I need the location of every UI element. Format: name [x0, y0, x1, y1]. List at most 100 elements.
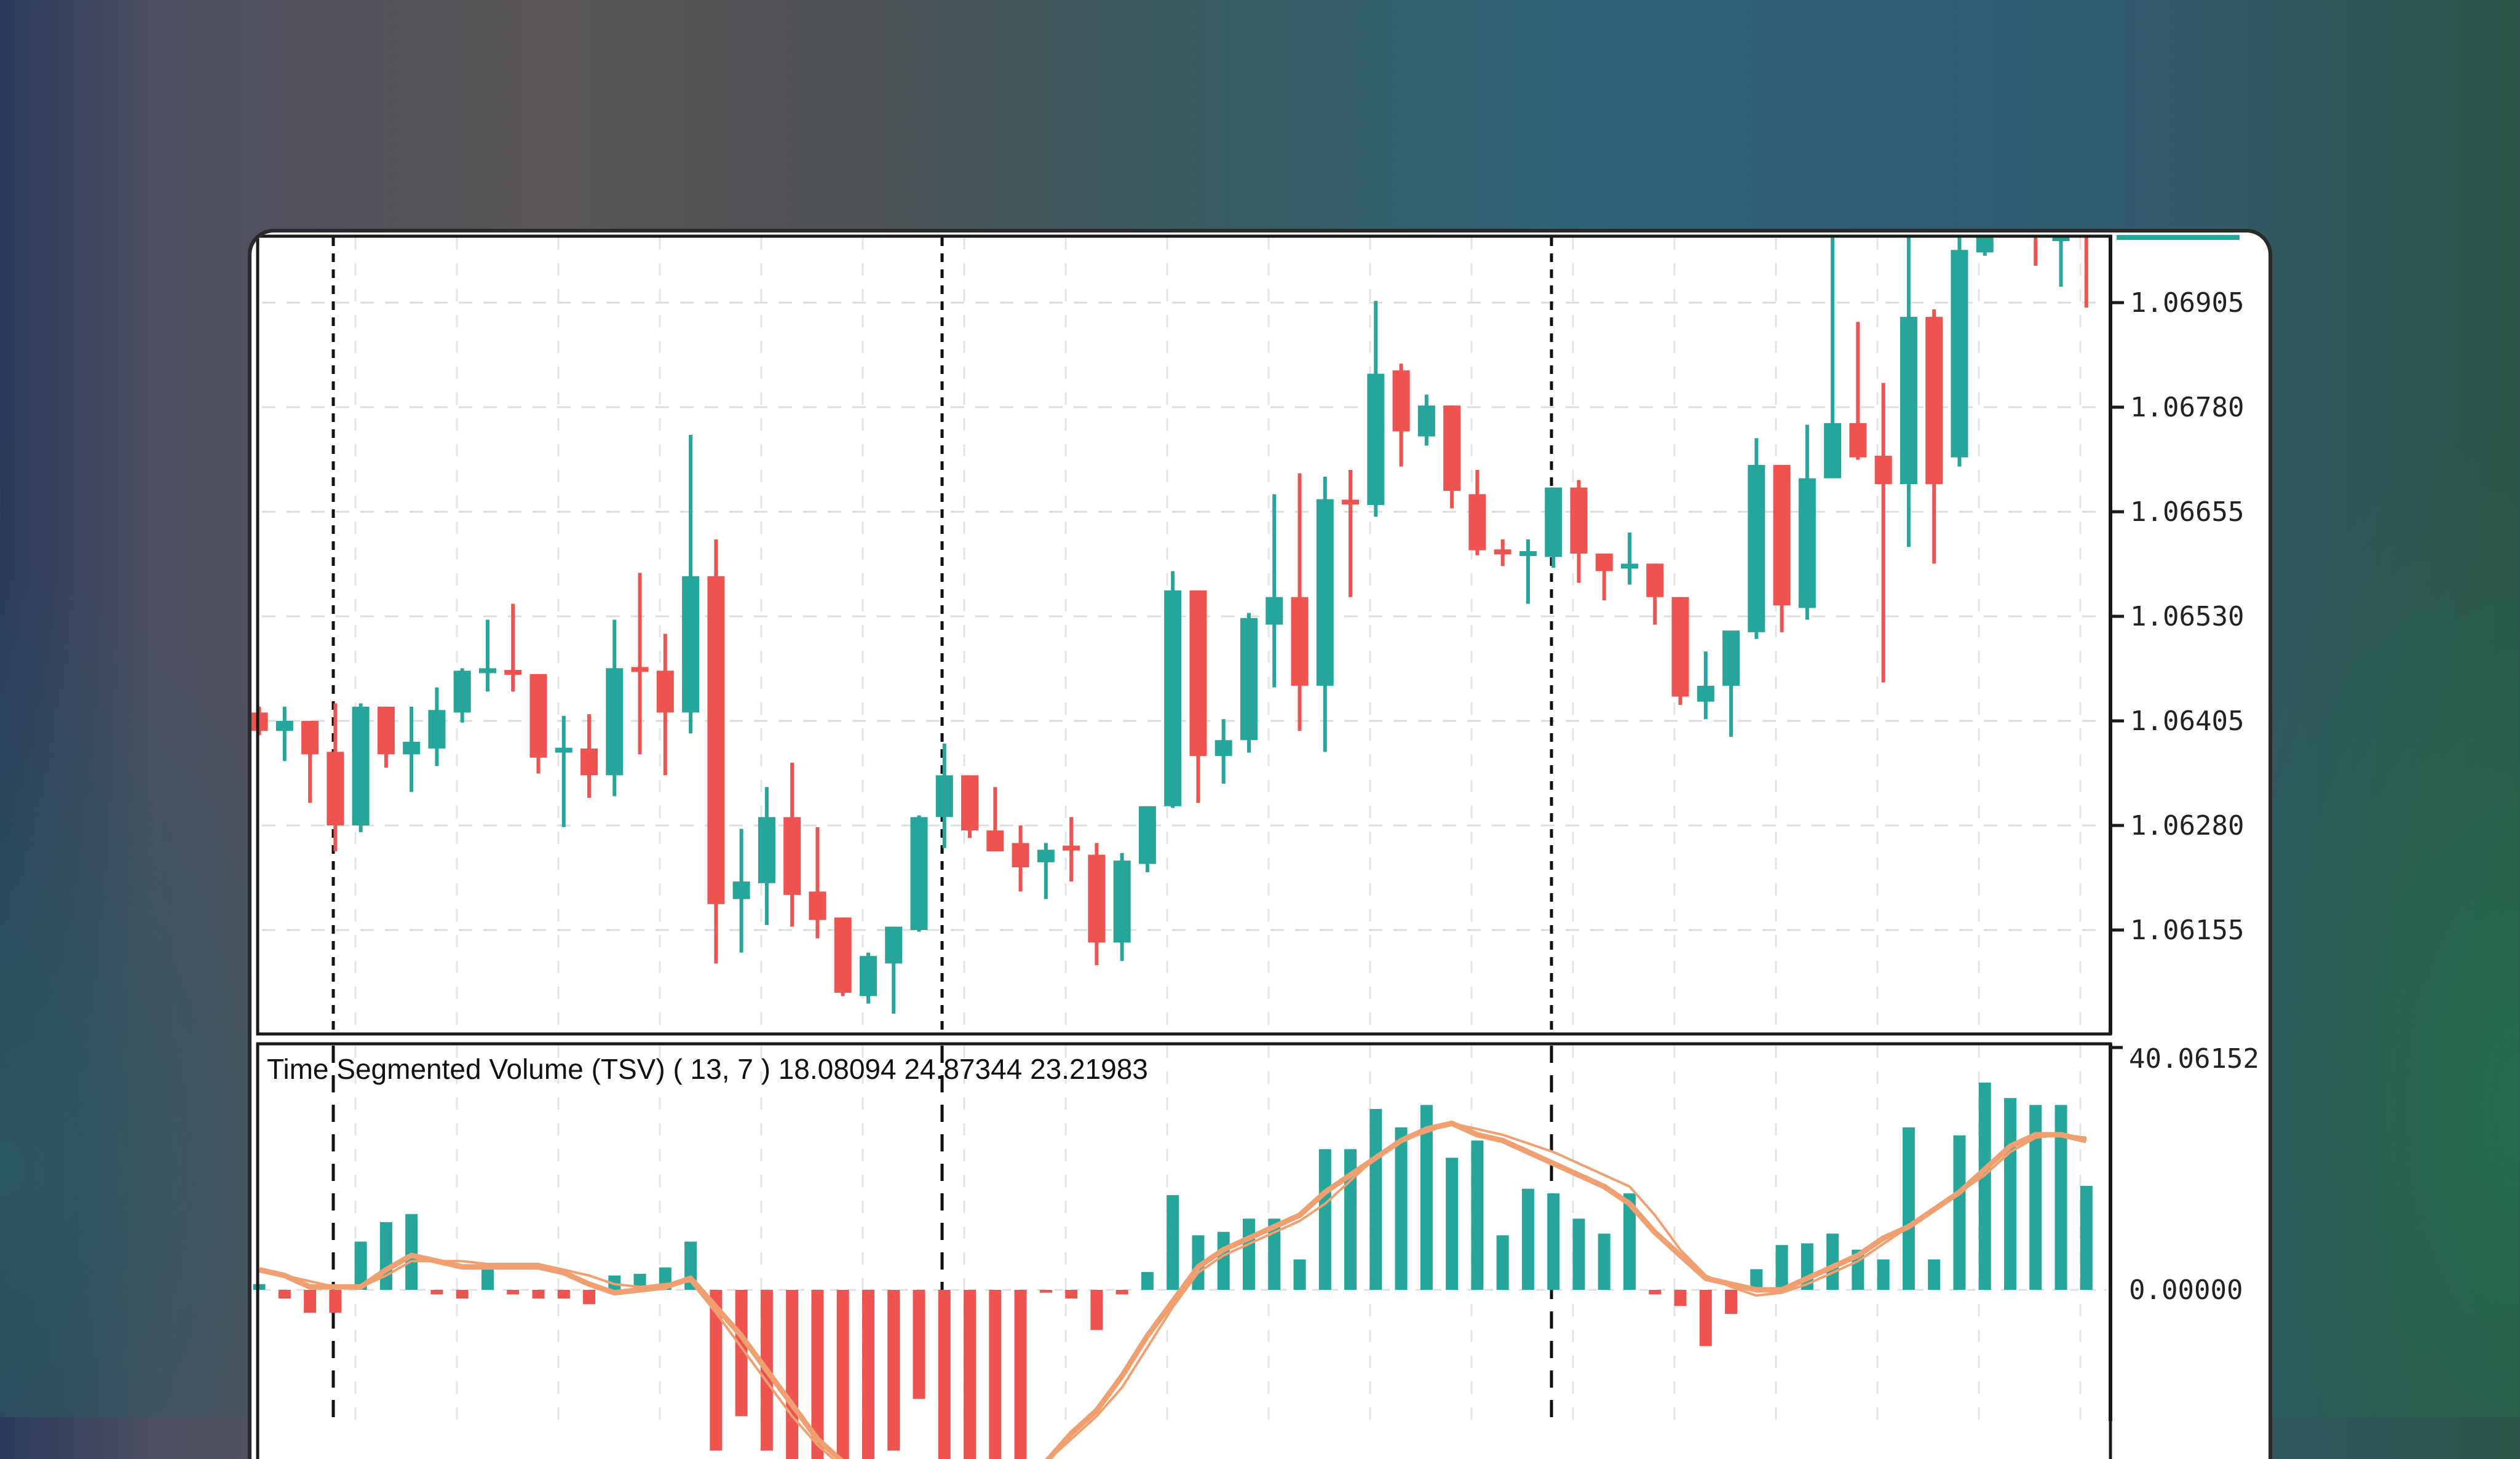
candle — [656, 634, 674, 776]
candle — [1519, 539, 1537, 604]
tsv-bar — [608, 1275, 621, 1290]
tsv-bar — [913, 1290, 925, 1399]
tsv-bar — [1649, 1290, 1662, 1295]
candle — [377, 706, 395, 768]
candle — [352, 703, 370, 832]
price-axis: 1.06905 1.06780 1.06655 1.06530 1.06405 1.062… — [2109, 235, 2244, 1034]
tsv-bar — [557, 1290, 570, 1299]
tsv-ma-line — [259, 1122, 2087, 1459]
candle — [1189, 590, 1207, 803]
tsv-bar — [1471, 1140, 1484, 1290]
candle — [1824, 237, 1842, 479]
tsv-bar — [456, 1290, 469, 1299]
price-tick-label: 1.06280 — [2130, 810, 2244, 841]
tsv-bar — [1115, 1290, 1128, 1295]
candle — [1468, 470, 1486, 555]
candle — [1342, 470, 1360, 597]
candle — [606, 619, 624, 797]
candle — [758, 787, 775, 925]
candle — [1494, 539, 1512, 567]
candle — [555, 715, 573, 827]
candle — [1545, 487, 1563, 568]
tsv-axis: 40.06152 0.00000 — [2109, 1043, 2259, 1421]
tsv-bar — [1420, 1105, 1433, 1290]
tsv-bar — [1547, 1193, 1560, 1290]
tsv-bar — [1750, 1269, 1763, 1290]
candle — [1671, 597, 1689, 706]
tsv-bar — [2003, 1098, 2016, 1290]
tsv-bar — [405, 1214, 418, 1290]
tsv-bar — [379, 1222, 392, 1290]
price-tick-label: 1.06530 — [2130, 601, 2244, 632]
candle — [1595, 554, 1613, 601]
candle — [1646, 563, 1664, 625]
tsv-bar — [1242, 1218, 1255, 1290]
candle — [275, 706, 293, 761]
candle — [252, 706, 268, 736]
candle — [428, 687, 446, 766]
tsv-bar — [2054, 1105, 2067, 1290]
tsv-bar — [278, 1290, 291, 1299]
tsv-bar — [1318, 1149, 1331, 1290]
candle — [834, 917, 852, 996]
candle — [631, 573, 649, 755]
candle — [1798, 424, 1816, 620]
tsv-bar — [1395, 1127, 1408, 1290]
tsv-bar — [1953, 1135, 1966, 1290]
tsv-bar — [786, 1290, 799, 1459]
candle — [1240, 613, 1258, 753]
tsv-bar — [1293, 1259, 1306, 1290]
tsv-bar — [938, 1290, 951, 1459]
candle — [1138, 806, 1156, 873]
tsv-bar — [532, 1290, 545, 1299]
candle — [783, 763, 801, 927]
candle — [1773, 464, 1791, 632]
tsv-bar — [735, 1290, 748, 1417]
tsv-bar — [1014, 1290, 1027, 1459]
candle — [707, 539, 725, 964]
tsv-bar — [1065, 1290, 1078, 1299]
candle — [1976, 237, 1994, 256]
candle — [1367, 301, 1385, 517]
candle — [732, 829, 750, 953]
candle — [1951, 237, 1968, 467]
tsv-bar — [1826, 1233, 1839, 1290]
candle — [1443, 405, 1461, 509]
tsv-bar — [1039, 1290, 1052, 1293]
candle — [935, 743, 953, 848]
tsv-tick-label: 0.00000 — [2129, 1274, 2243, 1306]
chart-window: 1.06905 1.06780 1.06655 1.06530 1.06405 1.062… — [248, 229, 2272, 1459]
tsv-bar — [1775, 1245, 1788, 1290]
candle — [1570, 480, 1588, 583]
candle — [301, 721, 319, 803]
tsv-bar — [1167, 1195, 1179, 1290]
candle — [910, 815, 928, 932]
indicator-title: Time Segmented Volume (TSV) ( 13, 7 ) 18… — [267, 1053, 1148, 1085]
candle — [1316, 476, 1334, 752]
tsv-bar — [862, 1290, 874, 1459]
candle — [1849, 322, 1867, 460]
candle — [1925, 309, 1943, 564]
tsv-bar — [481, 1267, 494, 1290]
tsv-bar — [1623, 1193, 1636, 1290]
grid-lines — [262, 237, 2107, 1421]
tsv-bar — [583, 1290, 596, 1305]
candle — [403, 706, 421, 792]
candle — [1900, 237, 1917, 547]
tsv-bar — [1877, 1259, 1890, 1290]
candle — [580, 714, 598, 798]
price-marker-bar — [2117, 235, 2240, 240]
candle — [986, 787, 1004, 852]
candle — [1722, 630, 1740, 737]
candle — [1214, 719, 1232, 784]
tsv-bar — [1521, 1188, 1534, 1290]
chart-canvas[interactable]: 1.06905 1.06780 1.06655 1.06530 1.06405 1.062… — [252, 233, 2272, 1459]
candle — [682, 434, 700, 734]
tsv-bar — [1496, 1235, 1509, 1290]
price-tick-label: 1.06405 — [2130, 706, 2244, 737]
candle — [1874, 383, 1892, 683]
candle — [1113, 853, 1131, 961]
candle — [504, 603, 522, 692]
tsv-bar — [1598, 1233, 1611, 1290]
tsv-histogram — [253, 1082, 2093, 1459]
